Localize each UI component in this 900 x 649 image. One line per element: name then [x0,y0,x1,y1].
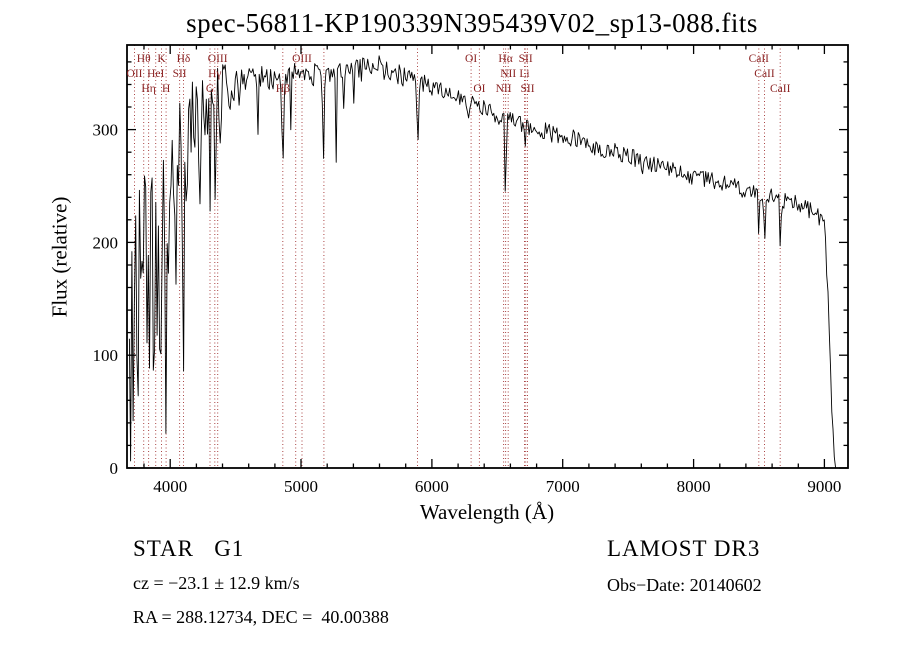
y-axis-tick-label: 100 [93,346,119,365]
spectral-line-label: Li [519,68,529,80]
spectral-line-label: CaII [749,53,770,65]
obs-date-label: Obs−Date: 20140602 [607,575,762,595]
x-axis-tick-label: 7000 [546,477,580,496]
spectral-line-label: SII [519,53,533,65]
spectral-line-label: Hβ [276,83,290,95]
x-axis-tick-label: 5000 [284,477,318,496]
spectral-line-label: K [157,53,166,65]
plot-title: spec-56811-KP190339N395439V02_sp13-088.f… [186,8,758,38]
survey-label: LAMOST DR3 [607,536,761,561]
spectral-line-label: Hγ [208,68,221,80]
spectral-line-label: CaII [770,83,791,95]
spectral-line-label: OIII [292,53,312,65]
spectral-line-label: G [206,83,214,95]
y-axis-tick-label: 0 [110,459,119,478]
spectral-line-label: HeI [147,68,164,80]
spectral-line-label: NII [500,68,516,80]
x-axis-tick-label: 8000 [677,477,711,496]
x-axis-tick-label: 9000 [807,477,841,496]
spectral-line-label: Hη [141,83,155,95]
spectral-line-label: OIII [208,53,228,65]
coordinates-label: RA = 288.12734, DEC = 40.00388 [133,607,389,627]
spectral-line-label: NII [496,83,512,95]
spectral-line-label: Hδ [177,53,191,65]
spectral-line-label: OI [465,53,477,65]
spectral-line-label: OII [127,68,143,80]
spectral-line-label: SII [173,68,187,80]
spectral-line-label: Hθ [137,53,151,65]
object-class-label: STAR G1 [133,536,245,561]
spectral-line-label: CaII [754,68,775,80]
x-axis-label: Wavelength (Å) [419,500,555,524]
y-axis-tick-label: 300 [93,121,119,140]
spectral-line-label: Hα [498,53,512,65]
spectrum-trace [128,55,837,469]
spectral-line-label: SII [520,83,534,95]
y-axis-tick-label: 200 [93,233,119,252]
x-axis-tick-label: 4000 [153,477,187,496]
spectral-line-label: H [162,83,170,95]
x-axis-tick-label: 6000 [415,477,449,496]
cz-value-label: cz = −23.1 ± 12.9 km/s [133,573,300,593]
plot-frame [126,44,849,469]
spectral-line-label: OI [473,83,485,95]
y-axis-label: Flux (relative) [47,196,72,318]
